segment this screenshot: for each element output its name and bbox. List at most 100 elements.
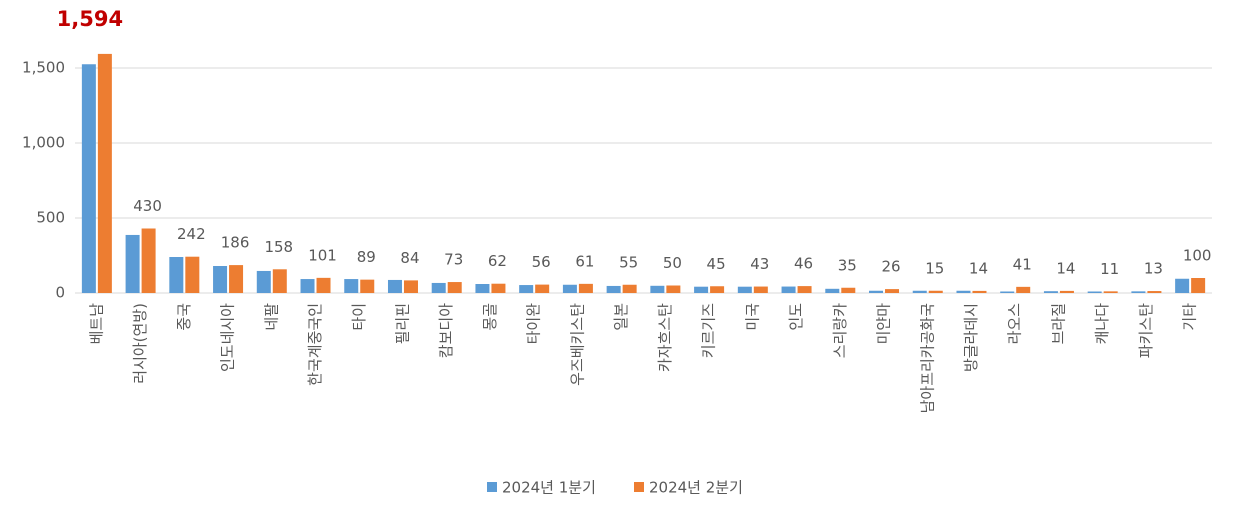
x-tick-label: 네팔 (262, 303, 280, 331)
legend-label: 2024년 2분기 (649, 479, 743, 497)
bar (256, 270, 271, 293)
data-label: 89 (357, 248, 376, 266)
data-label: 62 (488, 252, 507, 270)
x-tick-label: 일본 (612, 303, 630, 331)
bar (869, 290, 884, 293)
data-label: 15 (925, 259, 944, 277)
data-label: 14 (1056, 259, 1075, 277)
bar (781, 286, 796, 293)
bar (562, 284, 577, 293)
data-label: 61 (575, 252, 594, 270)
x-tick-label: 인도네시아 (219, 303, 237, 372)
bar (229, 265, 244, 293)
data-label: 242 (177, 225, 206, 243)
data-label: 186 (221, 234, 250, 252)
bar (519, 285, 534, 293)
bar (125, 234, 140, 293)
y-tick-label: 1,000 (22, 134, 65, 152)
legend-swatch (634, 482, 644, 492)
x-tick-label: 몽골 (481, 303, 499, 331)
data-label: 55 (619, 253, 638, 271)
y-tick-label: 0 (55, 284, 65, 302)
x-tick-label: 미국 (743, 303, 761, 331)
x-tick-label: 남아프리카공화국 (918, 303, 936, 414)
bar (475, 284, 490, 293)
bar (141, 228, 156, 293)
data-label: 50 (663, 254, 682, 272)
bar (928, 290, 943, 293)
x-tick-label: 브라질 (1049, 303, 1067, 344)
x-tick-label: 중국 (175, 303, 193, 331)
bar (622, 284, 637, 293)
x-tick-label: 미얀마 (875, 303, 893, 345)
data-label: 43 (750, 255, 769, 273)
bar (535, 284, 550, 293)
x-tick-label: 키르기즈 (700, 303, 718, 358)
x-tick-label: 우즈베키스탄 (568, 303, 586, 386)
bar (578, 283, 593, 293)
bar (1147, 291, 1162, 293)
x-tick-label: 베트남 (87, 303, 105, 345)
bar (360, 279, 375, 293)
bar (1059, 290, 1074, 293)
bar (956, 290, 971, 293)
data-label: 1,594 (57, 7, 123, 31)
x-tick-label: 필리핀 (393, 303, 411, 344)
bar (169, 257, 184, 293)
bar (300, 279, 315, 293)
y-tick-label: 1,500 (22, 59, 65, 77)
bar (606, 285, 621, 293)
data-label: 26 (881, 258, 900, 276)
bar (213, 266, 228, 293)
bar (1191, 278, 1206, 293)
bar (666, 285, 681, 293)
bar (825, 288, 840, 293)
bar (1175, 278, 1190, 293)
legend-label: 2024년 1분기 (502, 479, 596, 497)
x-tick-label: 캄보디아 (437, 303, 455, 358)
bar (753, 286, 768, 293)
x-tick-label: 카자흐스탄 (656, 303, 674, 372)
data-label: 101 (308, 246, 337, 264)
data-label: 41 (1013, 255, 1032, 273)
bar (81, 64, 96, 293)
data-label: 11 (1100, 260, 1119, 278)
bar (431, 282, 446, 293)
legend-swatch (487, 482, 497, 492)
x-tick-label: 캐나다 (1093, 303, 1111, 345)
bar (797, 286, 812, 293)
data-label: 14 (969, 259, 988, 277)
bar (316, 277, 331, 293)
data-label: 45 (707, 255, 726, 273)
bar (1016, 286, 1031, 293)
bar (387, 279, 402, 293)
bar (1043, 291, 1058, 293)
x-tick-label: 러시아(연방) (131, 303, 149, 384)
x-tick-label: 타이완 (525, 303, 543, 345)
data-label: 158 (264, 238, 293, 256)
bar (344, 279, 359, 293)
bar (272, 269, 287, 293)
bar (972, 290, 987, 293)
data-label: 35 (838, 256, 857, 274)
x-tick-label: 기타 (1181, 303, 1199, 331)
bar (1000, 291, 1015, 293)
bar (1087, 291, 1102, 293)
bar (491, 283, 506, 293)
x-tick-label: 라오스 (1006, 303, 1024, 345)
bar (694, 286, 709, 293)
y-tick-label: 500 (36, 209, 65, 227)
bar (737, 286, 752, 293)
x-tick-label: 방글라데시 (962, 303, 980, 372)
bar (447, 282, 462, 293)
bar (885, 289, 900, 293)
data-label: 46 (794, 255, 813, 273)
bar (1131, 291, 1146, 293)
x-tick-label: 타이 (350, 303, 368, 331)
x-tick-label: 스리랑카 (831, 303, 849, 358)
data-label: 84 (400, 249, 419, 267)
bar (185, 256, 200, 293)
data-label: 56 (532, 253, 551, 271)
data-label: 13 (1144, 260, 1163, 278)
